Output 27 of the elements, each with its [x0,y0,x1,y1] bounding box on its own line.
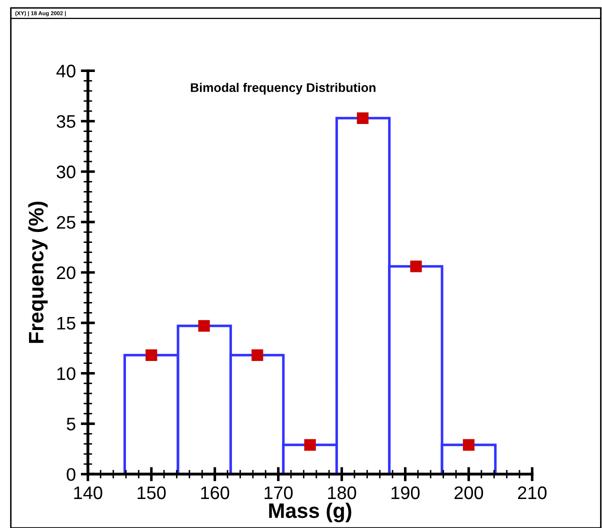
y-tick-label: 20 [56,266,76,280]
y-axis-title: Frequency (%) [28,202,48,343]
point [410,260,422,272]
x-tick-label: 140 [74,486,102,500]
y-tick-label: 5 [66,418,76,430]
point [198,320,210,332]
point [304,439,316,451]
y-tick-label: 40 [56,64,76,78]
point [356,112,369,124]
y-tick-label: 15 [57,316,76,330]
y-tick-label: 35 [56,115,76,128]
point [462,439,475,451]
x-axis-title: Mass (g) [269,502,352,522]
x-tick-label: 190 [392,486,420,500]
y-tick-label: 10 [57,367,76,380]
y-tick-label: 30 [56,166,76,178]
x-tick-label: 210 [518,486,547,500]
point [146,349,158,361]
point [252,349,264,361]
x-tick-label: 150 [138,486,166,500]
x-tick-label: 200 [454,486,484,500]
x-tick-label: 160 [201,486,230,500]
y-tick-label: 0 [66,468,76,481]
x-tick-label: 170 [264,486,293,500]
y-tick-label: 25 [56,216,76,229]
text: Bimodal frequency Distribution [190,82,376,95]
x-tick-label: 180 [328,486,356,500]
